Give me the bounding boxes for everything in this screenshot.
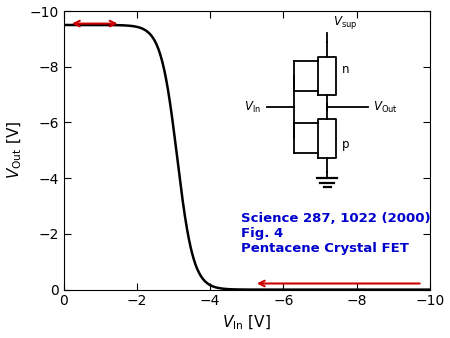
- X-axis label: $V_{\mathregular{In}}$ [V]: $V_{\mathregular{In}}$ [V]: [222, 314, 271, 333]
- Text: Science 287, 1022 (2000)
Fig. 4
Pentacene Crystal FET: Science 287, 1022 (2000) Fig. 4 Pentacen…: [241, 212, 431, 255]
- Y-axis label: $V_{\mathregular{Out}}$ [V]: $V_{\mathregular{Out}}$ [V]: [5, 121, 24, 179]
